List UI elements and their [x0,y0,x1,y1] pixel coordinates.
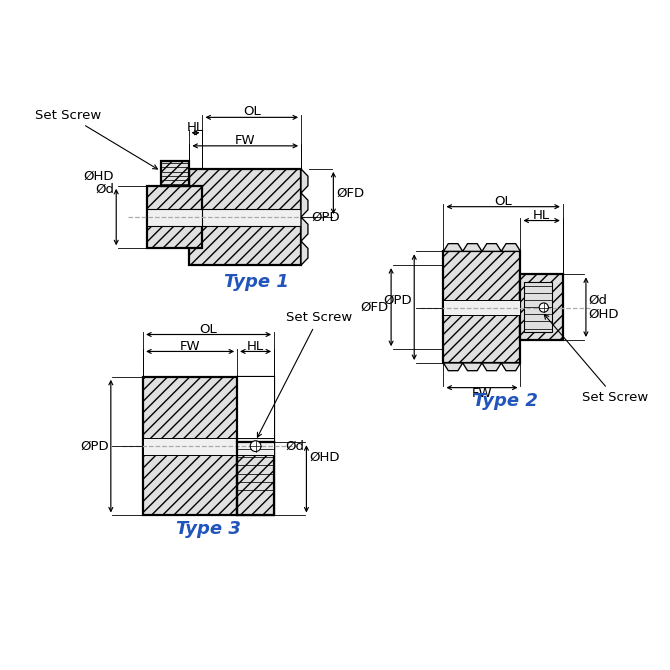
Text: OL: OL [494,195,512,208]
Polygon shape [482,244,501,251]
Text: ØHD: ØHD [83,170,114,183]
Text: Type 2: Type 2 [472,393,537,411]
Bar [444,300,521,316]
Text: HL: HL [533,208,550,222]
Polygon shape [482,363,501,371]
Text: Set Screw: Set Screw [544,314,649,404]
Polygon shape [301,241,308,265]
Bar [523,282,552,332]
Circle shape [250,441,261,452]
Polygon shape [501,363,521,371]
Text: Type 1: Type 1 [224,273,289,291]
Bar [190,208,301,226]
Bar [143,377,274,515]
Polygon shape [444,363,463,371]
Polygon shape [444,244,463,251]
Bar [444,251,521,363]
Text: HL: HL [187,121,204,134]
Polygon shape [301,217,308,241]
Text: Ød: Ød [95,183,114,196]
Text: Set Screw: Set Screw [35,109,157,169]
Text: HL: HL [247,340,264,352]
Polygon shape [463,244,482,251]
Text: ØFD: ØFD [336,186,364,200]
Text: OL: OL [200,323,218,336]
Text: Type 3: Type 3 [176,521,241,538]
Text: ØPD: ØPD [383,293,412,306]
Text: FW: FW [180,340,200,352]
Text: Ød: Ød [285,440,304,453]
Bar [190,169,301,265]
Bar [147,208,202,226]
Text: Ød: Ød [588,294,607,307]
Text: ØPD: ØPD [312,210,340,224]
Text: Set Screw: Set Screw [257,311,352,438]
Polygon shape [301,193,308,217]
Bar [143,438,274,455]
Polygon shape [301,169,308,193]
Bar [147,186,202,249]
Text: OL: OL [243,105,261,119]
Text: ØPD: ØPD [80,440,109,453]
Polygon shape [501,244,521,251]
Bar [237,377,274,442]
Bar [161,161,189,186]
Bar [521,275,563,340]
Polygon shape [463,363,482,371]
Text: FW: FW [235,134,255,147]
Text: ØHD: ØHD [588,308,618,321]
Text: ØHD: ØHD [310,451,340,464]
Bar [237,442,274,515]
Circle shape [539,303,548,312]
Text: FW: FW [472,387,492,400]
Text: ØFD: ØFD [360,301,389,314]
